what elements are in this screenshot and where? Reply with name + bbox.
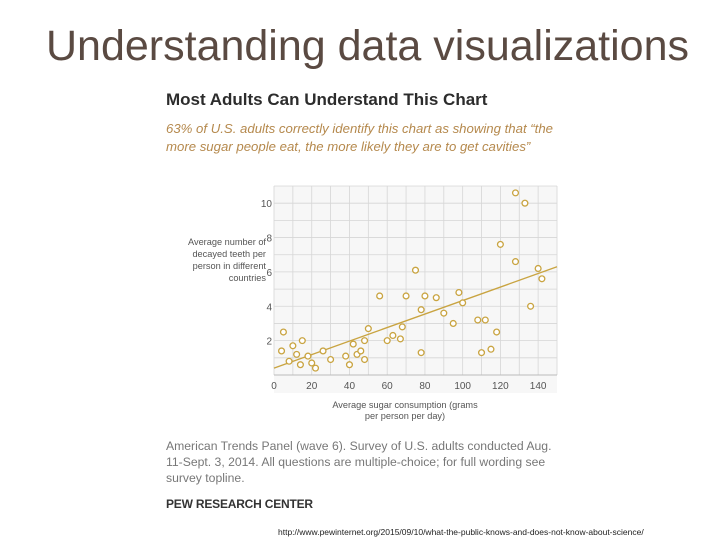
y-axis-label: Average number of decayed teeth per pers… (188, 237, 266, 283)
data-point (521, 199, 529, 207)
data-point (296, 361, 304, 369)
data-point (293, 350, 301, 358)
y-tick-label: 2 (266, 337, 272, 348)
data-point (432, 294, 440, 302)
x-tick-label: 100 (454, 381, 471, 392)
data-point (459, 299, 467, 307)
chart-source: PEW RESEARCH CENTER (166, 497, 313, 511)
y-tick-label: 10 (261, 199, 273, 210)
data-point (496, 240, 504, 248)
data-point (389, 331, 397, 340)
data-point (398, 323, 406, 331)
data-point (449, 319, 457, 328)
data-point (421, 292, 429, 300)
data-point (376, 292, 384, 300)
plot-area (274, 186, 557, 393)
slide-title: Understanding data visualizations (46, 22, 690, 70)
x-tick-label: 60 (382, 381, 394, 392)
data-point (396, 335, 404, 343)
data-point (383, 337, 391, 345)
data-point (474, 316, 482, 324)
chart-note: American Trends Panel (wave 6). Survey o… (166, 439, 552, 485)
data-point (534, 264, 542, 273)
data-point (417, 349, 425, 357)
data-point (289, 342, 297, 350)
x-tick-label: 120 (492, 381, 509, 392)
data-point (361, 337, 369, 345)
data-point (527, 302, 535, 310)
chart-title: Most Adults Can Understand This Chart (166, 90, 488, 109)
x-tick-label: 140 (530, 381, 547, 392)
data-point (477, 349, 486, 357)
data-point (417, 306, 425, 314)
y-tick-label: 6 (266, 268, 272, 279)
data-point (481, 316, 489, 324)
data-point (538, 275, 546, 283)
data-point (327, 355, 335, 364)
data-point (319, 347, 327, 355)
source-url[interactable]: http://www.pewinternet.org/2015/09/10/wh… (278, 527, 644, 537)
data-point (493, 328, 501, 336)
data-point (511, 189, 520, 197)
data-point (311, 364, 320, 372)
data-point (440, 309, 448, 317)
data-point (364, 325, 372, 333)
data-point (361, 355, 369, 364)
data-point (349, 340, 357, 348)
y-tick-label: 8 (266, 234, 272, 245)
y-tick-label: 4 (266, 302, 272, 313)
data-point (357, 347, 365, 355)
data-point (285, 357, 293, 365)
x-tick-label: 40 (344, 381, 356, 392)
data-point (402, 292, 410, 300)
chart-figure: Most Adults Can Understand This Chart 63… (160, 86, 560, 518)
data-point (279, 328, 287, 336)
chart-subtitle: 63% of U.S. adults correctly identify th… (166, 121, 554, 154)
data-point (304, 352, 312, 360)
x-tick-label: 80 (419, 381, 431, 392)
data-point (277, 347, 286, 355)
data-point (411, 266, 420, 274)
x-tick-label: 20 (306, 381, 318, 392)
data-point (345, 361, 354, 369)
data-point (342, 352, 350, 360)
data-point (455, 288, 463, 297)
x-axis-label: Average sugar consumption (grams per per… (332, 400, 478, 421)
data-point (298, 337, 306, 345)
data-point (487, 345, 495, 353)
x-tick-label: 0 (271, 381, 277, 392)
data-point (308, 359, 316, 367)
data-point (511, 258, 520, 266)
